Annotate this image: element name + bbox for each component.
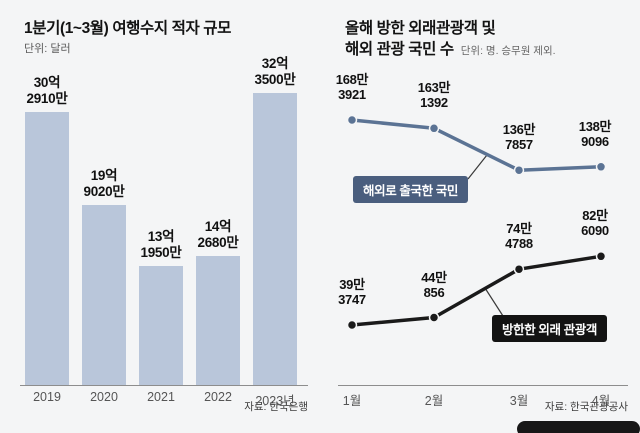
point-label-0-4월: 138만 9096	[578, 119, 612, 150]
point-label-1-2월: 44만 856	[421, 270, 447, 301]
month-label-4월: 4월	[591, 394, 611, 408]
series-0-point-3월	[513, 164, 525, 176]
month-label-2월: 2월	[424, 394, 444, 408]
bar-x-label-2023년: 2023년	[255, 394, 295, 408]
bar-value-label-2023년: 32억 3500만	[254, 56, 296, 88]
line-chart-title-line2: 해외 관광 국민 수	[345, 41, 454, 58]
line-chart-source: 자료: 한국관광공사	[544, 401, 628, 413]
bar-2020	[82, 205, 126, 385]
bar-x-label-2019: 2019	[33, 390, 61, 404]
point-label-1-1월: 39만 3747	[338, 277, 366, 308]
series-0-point-2월	[428, 123, 440, 134]
point-label-0-3월: 136만 7857	[502, 122, 536, 153]
series-0-point-1월	[346, 114, 358, 126]
bar-value-label-2020: 19억 9020만	[83, 168, 125, 200]
series-1-point-1월	[346, 319, 358, 331]
inbound-series-badge: 방한한 외래 관광객	[492, 315, 607, 342]
bar-value-label-2019: 30억 2910만	[26, 75, 68, 107]
outbound-connector	[467, 154, 488, 180]
series-1-point-2월	[428, 312, 440, 323]
bar-x-label-2021: 2021	[147, 390, 175, 404]
line-chart	[346, 114, 607, 331]
series-0-point-4월	[595, 161, 607, 173]
series-line-0	[351, 118, 602, 172]
bar-chart-unit: 단위: 달러	[24, 43, 71, 55]
bar-value-label-2022: 14억 2680만	[197, 219, 239, 251]
bar-2019	[25, 112, 69, 385]
point-label-1-4월: 82만 6090	[581, 208, 609, 239]
bar-value-label-2021: 13억 1950만	[140, 229, 182, 261]
bar-2021	[139, 266, 183, 385]
line-chart-unit: 단위: 명. 승무원 제외.	[460, 45, 556, 57]
point-label-0-2월: 163만 1392	[417, 80, 451, 111]
bar-chart-x-axis	[20, 385, 308, 386]
series-1-point-4월	[595, 251, 607, 262]
point-label-0-1월: 168만 3921	[335, 72, 369, 103]
bar-x-label-2020: 2020	[90, 390, 118, 404]
month-label-1월: 1월	[342, 394, 362, 408]
bottom-right-dark-bar	[517, 421, 640, 433]
bar-x-label-2022: 2022	[204, 390, 232, 404]
line-chart-x-axis	[338, 385, 628, 386]
bar-2023년	[253, 93, 297, 385]
bar-2022	[196, 256, 240, 385]
series-1-point-3월	[513, 263, 525, 275]
line-chart-title-line1: 올해 방한 외래관광객 및	[345, 20, 496, 37]
outbound-series-badge: 해외로 출국한 국민	[353, 176, 468, 203]
bar-chart-source: 자료: 한국은행	[244, 401, 308, 413]
month-label-3월: 3월	[509, 394, 529, 408]
line-chart-title-row: 해외 관광 국민 수 단위: 명. 승무원 제외.	[345, 37, 556, 59]
point-label-1-3월: 74만 4788	[505, 221, 533, 252]
bar-chart-title: 1분기(1~3월) 여행수지 적자 규모	[24, 20, 232, 37]
series-line-1	[351, 254, 602, 327]
inbound-connector	[484, 287, 504, 317]
